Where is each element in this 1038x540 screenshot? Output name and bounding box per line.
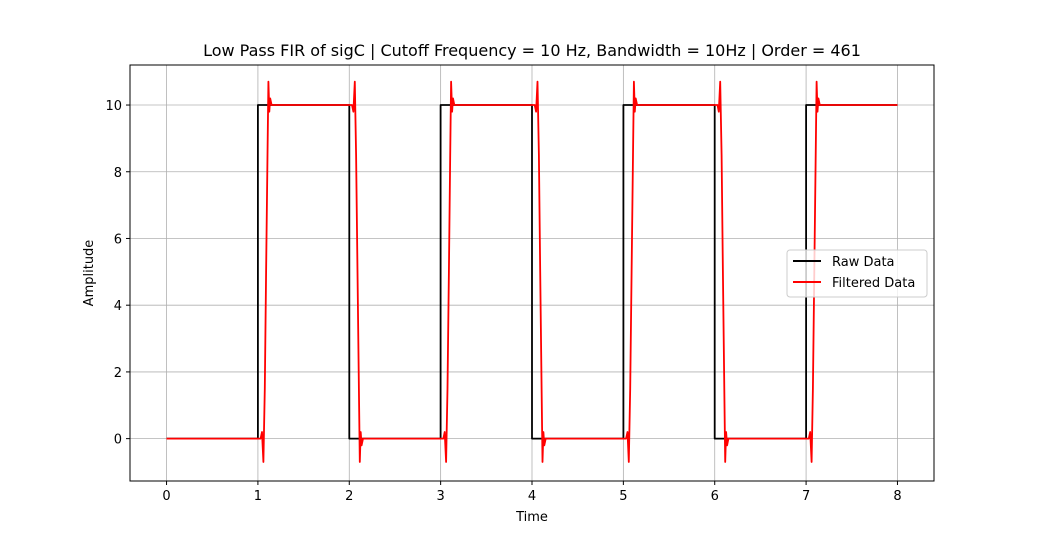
x-tick-label: 7 (802, 489, 810, 504)
y-tick-label: 8 (114, 166, 122, 181)
x-tick-label: 6 (711, 489, 719, 504)
legend-label-raw-data: Raw Data (832, 255, 895, 270)
x-tick-label: 3 (436, 489, 444, 504)
y-axis-label: Amplitude (82, 240, 97, 307)
series-layer (166, 80, 898, 463)
x-tick-label: 4 (528, 489, 536, 504)
legend-box (786, 249, 928, 298)
y-tick-label: 2 (114, 366, 122, 381)
x-axis: 0 1 2 3 4 5 6 7 8 (162, 481, 902, 504)
x-tick-label: 0 (162, 489, 170, 504)
legend-label-filtered-data: Filtered Data (832, 276, 915, 291)
x-tick-label: 1 (254, 489, 262, 504)
legend: Raw Data Filtered Data (786, 249, 928, 298)
y-tick-label: 10 (105, 99, 122, 114)
x-tick-label: 2 (345, 489, 353, 504)
x-axis-label: Time (515, 510, 548, 525)
y-tick-label: 0 (114, 433, 122, 448)
series-line-filtered-data (166, 80, 898, 463)
chart-title: Low Pass FIR of sigC | Cutoff Frequency … (203, 41, 861, 60)
x-tick-label: 8 (893, 489, 901, 504)
y-axis: 0 2 4 6 8 10 (105, 99, 130, 448)
y-tick-label: 4 (114, 299, 122, 314)
y-tick-label: 6 (114, 232, 122, 247)
x-tick-label: 5 (619, 489, 627, 504)
